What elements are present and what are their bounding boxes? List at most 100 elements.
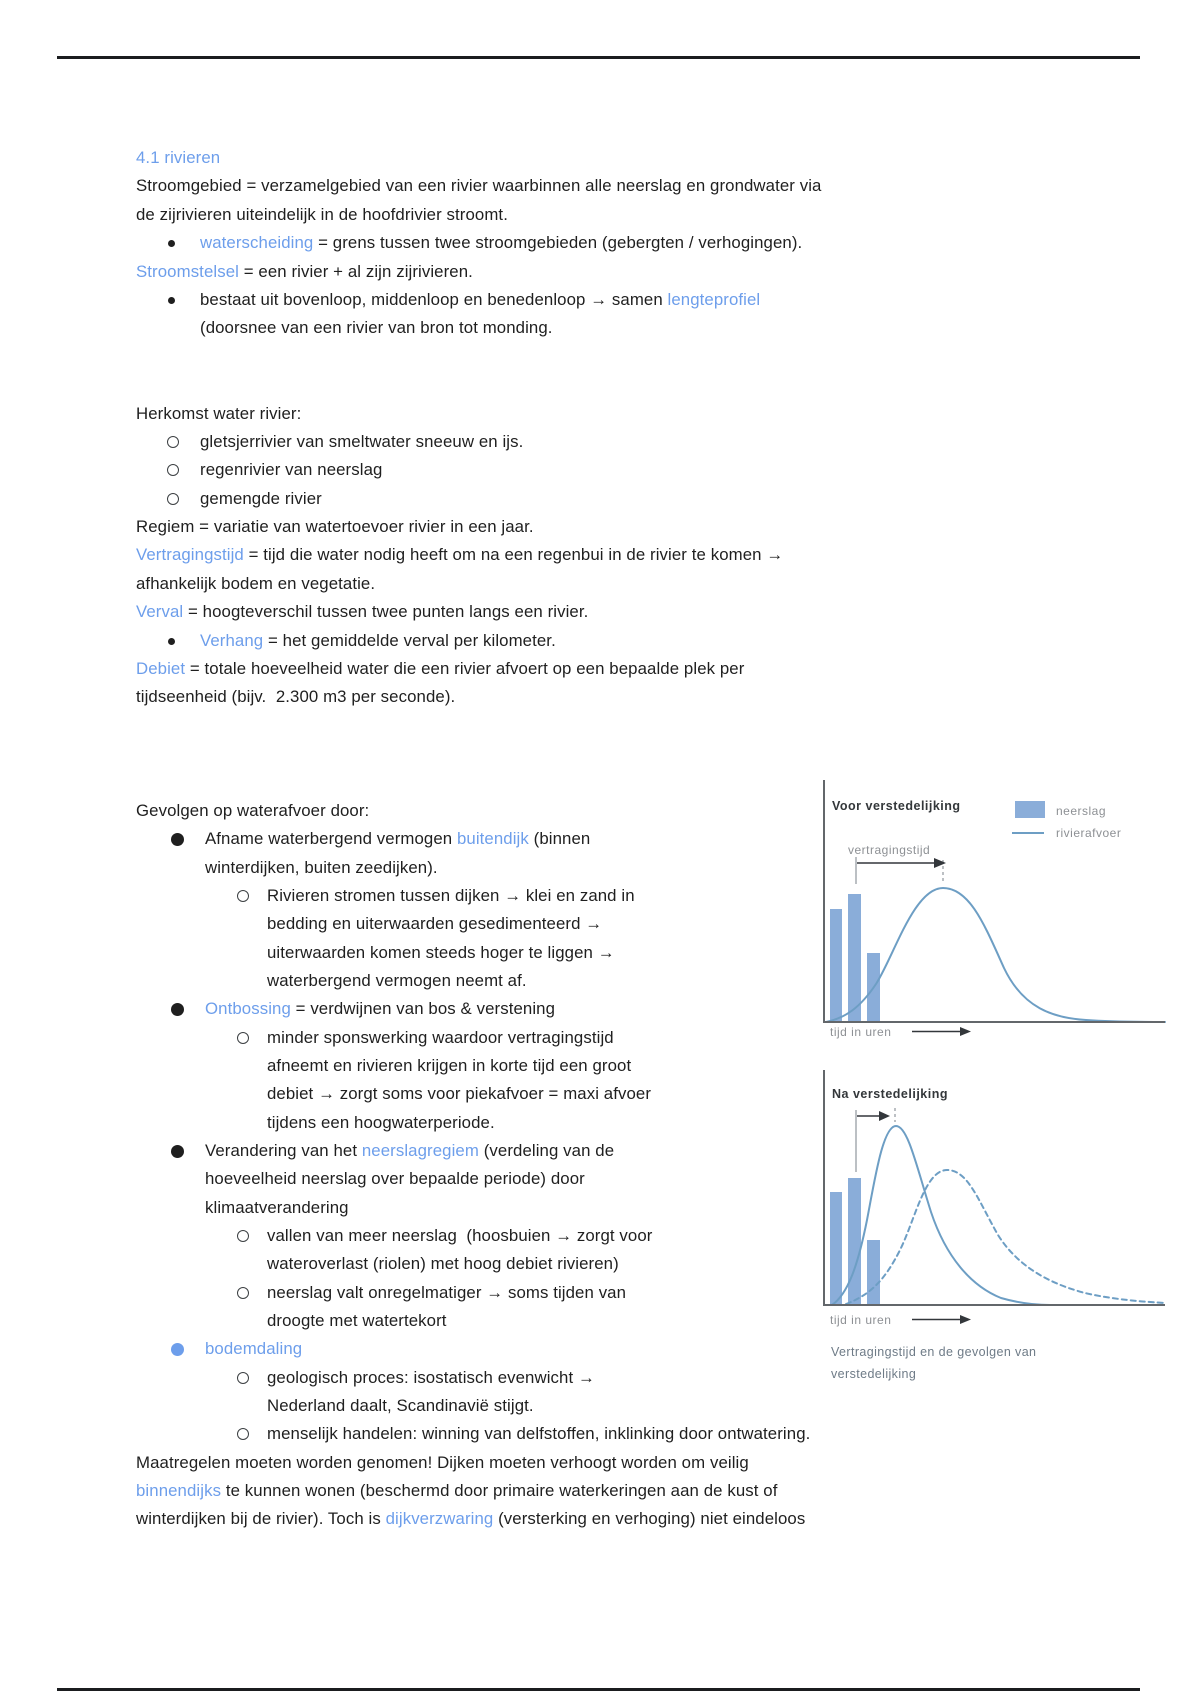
text-line: waterbergend vermogen neemt af. — [267, 971, 527, 990]
text-line: Maatregelen moeten worden genomen! Dijke… — [136, 1453, 749, 1472]
text-line: gletsjerrivier van smeltwater sneeuw en … — [167, 428, 523, 456]
highlighted-term: Stroomstelsel — [136, 262, 239, 281]
text-line: vallen van meer neerslag (hoosbuien → zo… — [237, 1222, 652, 1250]
highlighted-term: Verval — [136, 602, 184, 621]
precipitation-bars — [830, 894, 880, 1022]
time-arrowhead — [960, 1315, 971, 1324]
highlighted-term: neerslagregiem — [361, 1141, 479, 1160]
rivierafvoer-curve-reference — [845, 1168, 1166, 1305]
bullet-marker — [171, 1343, 184, 1356]
page-bottom-rule — [57, 1688, 1140, 1691]
highlighted-term: 4.1 rivieren — [136, 148, 221, 167]
figure-title: Voor verstedelijking — [832, 799, 961, 813]
bullet-marker — [168, 638, 175, 645]
neerslag-bar — [848, 894, 861, 1022]
bullet-marker — [168, 240, 175, 247]
text-line: wateroverlast (riolen) met hoog debiet r… — [267, 1254, 619, 1273]
rivierafvoer-curve — [825, 886, 1166, 1023]
bullet-marker — [167, 464, 179, 476]
text-line: 4.1 rivieren — [136, 144, 220, 172]
legend-bar-swatch — [1015, 801, 1045, 818]
text-line: menselijk handelen: winning van delfstof… — [237, 1420, 810, 1448]
text-line: droogte met watertekort — [267, 1311, 447, 1330]
text-line: Stroomgebied = verzamelgebied van een ri… — [136, 176, 822, 195]
legend-rivierafvoer-label: rivierafvoer — [1056, 826, 1121, 840]
text-line: Ontbossing = verdwijnen van bos & verste… — [171, 995, 555, 1023]
figure-na-verstedelijking: Na verstedelijking tijd in uren Vertragi… — [823, 1070, 1166, 1381]
highlighted-term: buitendijk — [456, 829, 529, 848]
text-line: Gevolgen op waterafvoer door: — [136, 801, 370, 820]
bullet-marker — [237, 1230, 249, 1242]
x-axis-label: tijd in uren — [830, 1025, 891, 1039]
highlighted-term: Verhang — [200, 631, 264, 650]
text-line: Verhang = het gemiddelde verval per kilo… — [168, 627, 556, 655]
figure-title: Na verstedelijking — [832, 1087, 948, 1101]
bullet-marker — [167, 493, 179, 505]
rivierafvoer-curve — [831, 1124, 1051, 1306]
text-line: geologisch proces: isostatisch evenwicht… — [237, 1364, 595, 1392]
highlighted-term: dijkverzwaring — [385, 1509, 494, 1528]
text-line: de zijrivieren uiteindelijk in de hoofdr… — [136, 205, 508, 224]
text-line: Vertragingstijd = tijd die water nodig h… — [136, 545, 784, 564]
bullet-marker — [237, 1372, 249, 1384]
text-line: gemengde rivier — [167, 485, 322, 513]
neerslag-bar — [867, 1240, 880, 1305]
text-line: bestaat uit bovenloop, middenloop en ben… — [168, 286, 761, 314]
text-line: binnendijks te kunnen wonen (beschermd d… — [136, 1481, 778, 1500]
text-line: Afname waterbergend vermogen buitendijk … — [171, 825, 590, 853]
x-axis-label: tijd in uren — [830, 1313, 891, 1327]
text-line: bedding en uiterwaarden gesedimenteerd → — [267, 914, 603, 933]
text-line: winterdijken, buiten zeedijken). — [205, 858, 438, 877]
precipitation-bars — [830, 1178, 880, 1305]
text-line: Nederland daalt, Scandinavië stijgt. — [267, 1396, 534, 1415]
text-line: regenrivier van neerslag — [167, 456, 382, 484]
text-line: (doorsnee van een rivier van bron tot mo… — [200, 318, 553, 337]
discharge-curves — [831, 1124, 1166, 1306]
text-line: Verandering van het neerslagregiem (verd… — [171, 1137, 614, 1165]
text-line: afhankelijk bodem en vegetatie. — [136, 574, 376, 593]
delay-label: vertragingstijd — [848, 843, 930, 857]
highlighted-term: binnendijks — [136, 1481, 222, 1500]
text-line: tijdseenheid (bijv. 2.300 m3 per seconde… — [136, 687, 456, 706]
figure-caption-line2: verstedelijking — [831, 1367, 916, 1381]
text-line: bodemdaling — [171, 1335, 303, 1363]
neerslag-bar — [830, 1192, 842, 1305]
bullet-marker — [237, 890, 249, 902]
text-line: debiet → zorgt soms voor piekafvoer = ma… — [267, 1084, 652, 1103]
delay-arrowhead — [879, 1111, 890, 1121]
bullet-marker — [168, 297, 175, 304]
text-line: waterscheiding = grens tussen twee stroo… — [168, 229, 802, 257]
legend-neerslag-label: neerslag — [1056, 804, 1106, 818]
text-line: neerslag valt onregelmatiger → soms tijd… — [237, 1279, 626, 1307]
text-line: Stroomstelsel = een rivier + al zijn zij… — [136, 262, 473, 281]
bullet-marker — [237, 1032, 249, 1044]
bullet-marker — [171, 1145, 184, 1158]
text-line: hoeveelheid neerslag over bepaalde perio… — [205, 1169, 585, 1188]
highlighted-term: waterscheiding — [200, 233, 314, 252]
text-line: minder sponswerking waardoor vertragings… — [237, 1024, 614, 1052]
bullet-marker — [167, 436, 179, 448]
delay-arrowhead — [934, 858, 946, 868]
text-line: tijdens een hoogwaterperiode. — [267, 1113, 495, 1132]
figure-caption-line1: Vertragingstijd en de gevolgen van — [831, 1345, 1036, 1359]
text-line: afneemt en rivieren krijgen in korte tij… — [267, 1056, 632, 1075]
text-line: Regiem = variatie van watertoevoer rivie… — [136, 517, 534, 536]
text-line: Debiet = totale hoeveelheid water die ee… — [136, 659, 745, 678]
highlighted-term: Debiet — [136, 659, 186, 678]
text-line: Verval = hoogteverschil tussen twee punt… — [136, 602, 589, 621]
page-top-rule — [57, 56, 1140, 59]
text-line: Herkomst water rivier: — [136, 404, 302, 423]
discharge-curves — [825, 886, 1166, 1023]
bullet-marker — [237, 1428, 249, 1440]
highlighted-term: Vertragingstijd — [136, 545, 244, 564]
text-line: uiterwaarden komen steeds hoger te ligge… — [267, 943, 615, 962]
bullet-marker — [171, 1003, 184, 1016]
highlighted-term: bodemdaling — [205, 1339, 303, 1358]
time-arrowhead — [960, 1027, 971, 1036]
highlighted-term: Ontbossing — [205, 999, 291, 1018]
text-line: Rivieren stromen tussen dijken → klei en… — [237, 882, 635, 910]
bullet-marker — [171, 833, 184, 846]
figure-voor-verstedelijking: Voor verstedelijking vertragingstijd nee… — [823, 780, 1166, 1039]
highlighted-term: lengteprofiel — [667, 290, 761, 309]
neerslag-bar — [830, 909, 842, 1022]
